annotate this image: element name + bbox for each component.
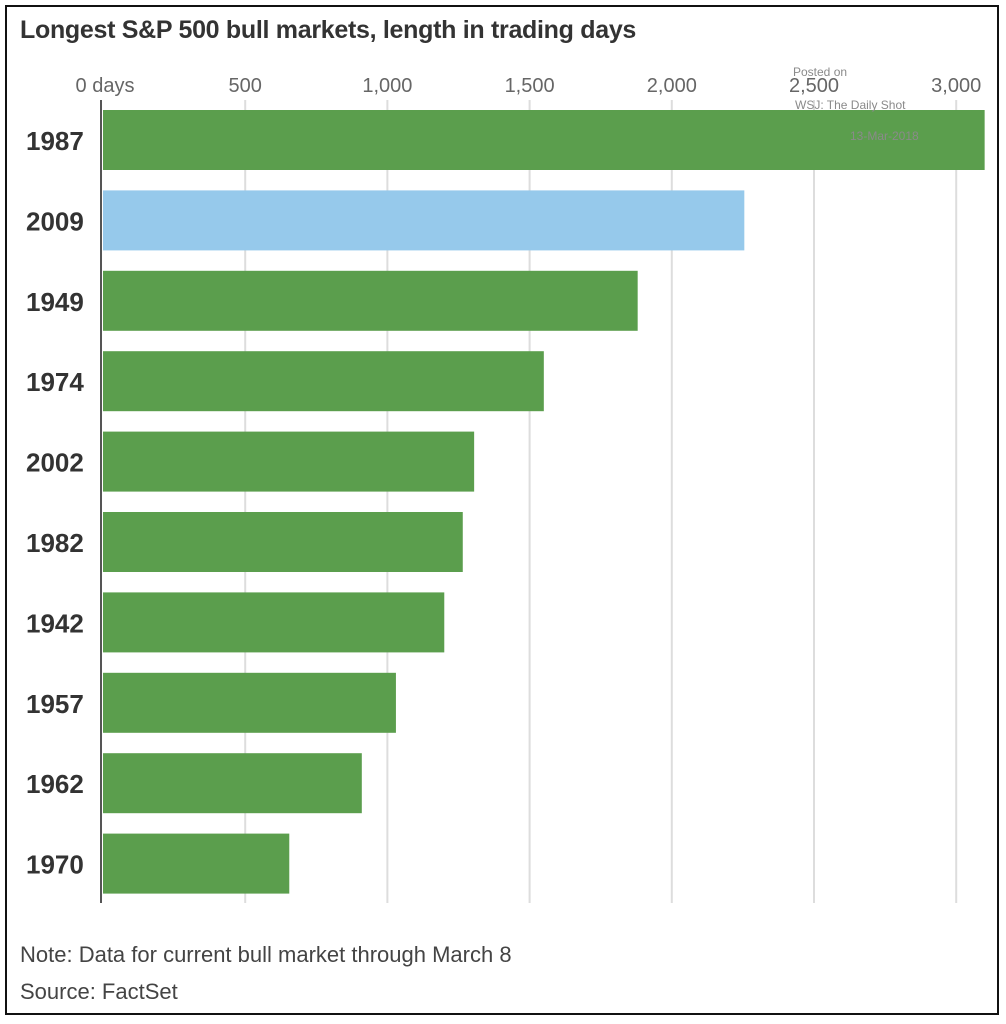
bar-1970 bbox=[103, 833, 290, 894]
x-tick-label: 3,000 bbox=[931, 75, 981, 97]
watermark-source: WSJ: The Daily Shot bbox=[795, 98, 906, 112]
category-label-2009: 2009 bbox=[26, 206, 84, 236]
bar-1949 bbox=[103, 270, 638, 331]
x-tick-label: 0 days bbox=[76, 75, 135, 97]
category-label-1949: 1949 bbox=[26, 287, 84, 317]
chart-note: Note: Data for current bull market throu… bbox=[20, 942, 512, 967]
y-axis-categories: 1987 2009 1949 1974 2002 1982 1942 1957 1962 1970 bbox=[26, 126, 84, 880]
x-tick-label: 2,500 bbox=[789, 75, 839, 97]
bar-1974 bbox=[103, 351, 544, 412]
bar-1982 bbox=[103, 512, 463, 572]
x-tick-label: 1,000 bbox=[362, 75, 412, 97]
bar-1957 bbox=[103, 672, 396, 733]
category-label-1982: 1982 bbox=[26, 528, 84, 558]
watermark-date: 13-Mar-2018 bbox=[850, 129, 919, 143]
category-label-1957: 1957 bbox=[26, 689, 84, 719]
category-label-1942: 1942 bbox=[26, 608, 84, 638]
x-tick-label: 2,000 bbox=[647, 75, 697, 97]
category-label-1974: 1974 bbox=[26, 367, 84, 397]
category-label-1970: 1970 bbox=[26, 850, 84, 880]
bar-1942 bbox=[103, 592, 445, 653]
bars bbox=[103, 110, 985, 894]
watermark-posted-on: Posted on bbox=[793, 65, 848, 79]
category-label-2002: 2002 bbox=[26, 448, 84, 478]
category-label-1962: 1962 bbox=[26, 769, 84, 799]
category-label-1987: 1987 bbox=[26, 126, 84, 156]
x-tick-label: 500 bbox=[229, 75, 262, 97]
bar-2002 bbox=[103, 431, 475, 492]
chart-source: Source: FactSet bbox=[20, 979, 178, 1004]
x-axis-ticks: 0 days 500 1,000 1,500 2,000 2,500 3,000 bbox=[76, 75, 982, 97]
chart-title: Longest S&P 500 bull markets, length in … bbox=[20, 16, 637, 44]
bar-1962 bbox=[103, 753, 362, 814]
bar-2009 bbox=[103, 190, 745, 251]
bar-1987 bbox=[103, 110, 985, 170]
x-tick-label: 1,500 bbox=[505, 75, 555, 97]
